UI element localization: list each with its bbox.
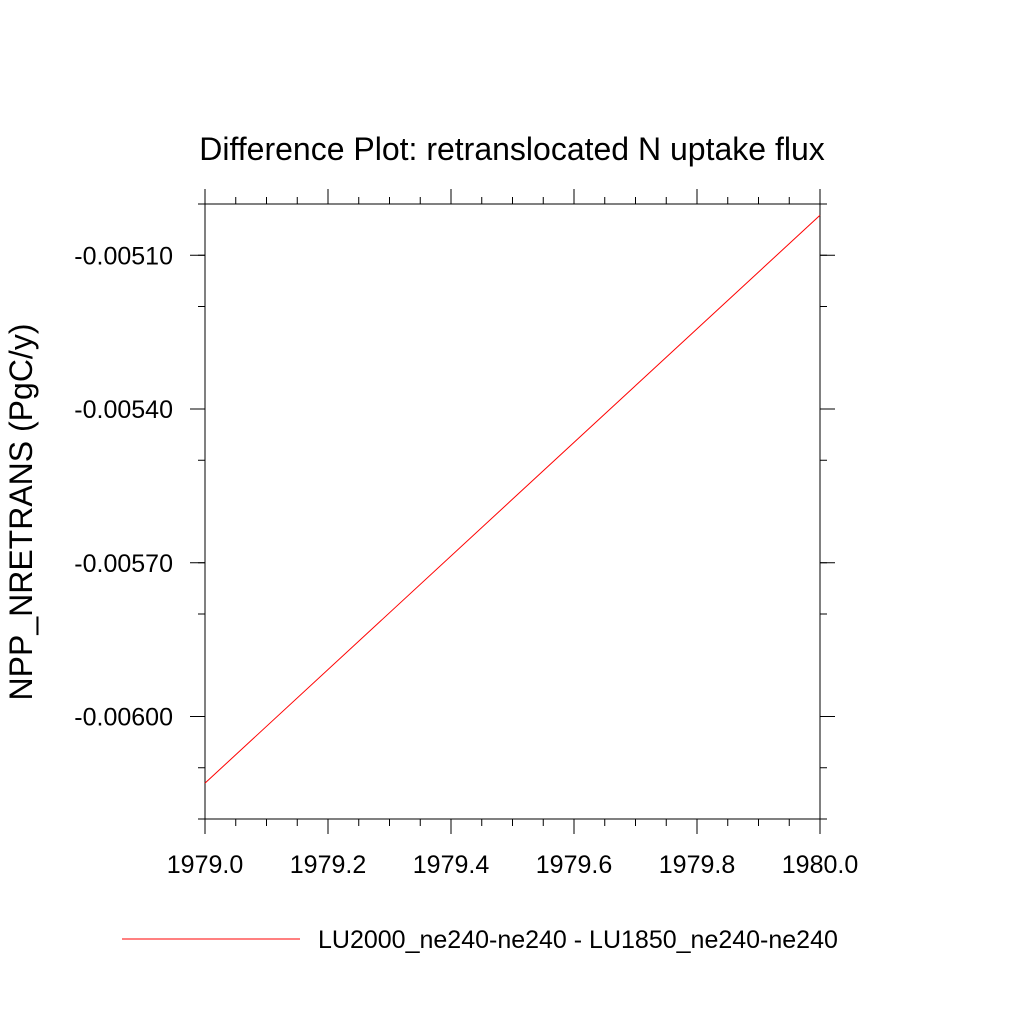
x-tick-label: 1979.8	[659, 851, 735, 879]
x-tick-label: 1980.0	[782, 851, 858, 879]
y-tick-label: -0.00570	[74, 550, 173, 578]
axis-ticks	[190, 189, 835, 834]
chart-title: Difference Plot: retranslocated N uptake…	[199, 131, 825, 167]
y-tick-label: -0.00540	[74, 396, 173, 424]
series-line	[204, 214, 821, 784]
legend-label: LU2000_ne240-ne240 - LU1850_ne240-ne240	[318, 926, 838, 954]
legend: LU2000_ne240-ne240 - LU1850_ne240-ne240	[122, 926, 838, 954]
y-tick-label: -0.00510	[74, 242, 173, 270]
x-tick-label: 1979.6	[536, 851, 612, 879]
x-tick-label: 1979.2	[290, 851, 366, 879]
x-tick-label: 1979.0	[167, 851, 243, 879]
plot-frame	[204, 203, 821, 820]
y-tick-label: -0.00600	[74, 704, 173, 732]
series-group	[204, 214, 821, 784]
x-tick-label: 1979.4	[413, 851, 490, 879]
axis-tick-labels: 1979.0 1979.2 1979.4 1979.6 1979.8 1980.0 -0.0…	[74, 242, 858, 879]
y-axis-label: NPP_NRETRANS (PgC/y)	[3, 324, 39, 701]
